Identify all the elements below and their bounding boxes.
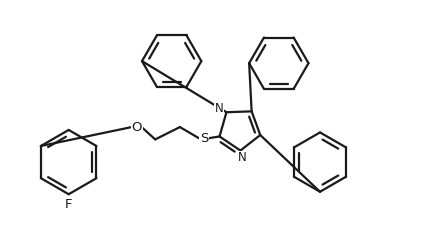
Text: F: F xyxy=(65,198,72,211)
Text: N: N xyxy=(238,152,247,164)
Text: O: O xyxy=(132,120,142,134)
Text: S: S xyxy=(200,132,208,145)
Text: N: N xyxy=(215,102,224,114)
